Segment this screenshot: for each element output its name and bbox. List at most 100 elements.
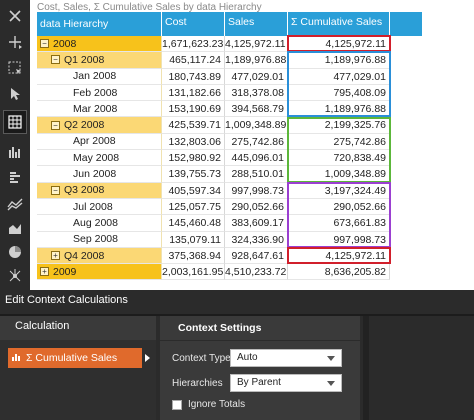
table-row: −2008 1,671,623.23 4,125,972.11 4,125,972.1…	[37, 36, 422, 53]
hierarchy-cell[interactable]: Feb 2008	[37, 84, 162, 102]
calculation-item-cumulative-sales[interactable]: Σ Cumulative Sales	[8, 348, 142, 368]
cumulative-sales-cell[interactable]: 290,052.66	[288, 198, 390, 216]
sales-cell[interactable]: 275,742.86	[225, 133, 288, 151]
expand-icon[interactable]: +	[51, 251, 60, 260]
grid-body: −2008 1,671,623.23 4,125,972.11 4,125,972.1…	[37, 36, 422, 281]
hierarchy-cell[interactable]: − Q3 2008	[37, 182, 162, 199]
hierarchy-cell[interactable]: Jan 2008	[37, 68, 162, 85]
bar-chart-icon[interactable]	[3, 140, 27, 164]
hierarchy-cell[interactable]: Sep 2008	[37, 231, 162, 248]
cost-cell[interactable]: 425,539.71	[162, 117, 225, 134]
table-row: Jun 2008 139,755.73 288,510.01 1,009,348.89	[37, 166, 422, 183]
expand-icon[interactable]: +	[40, 267, 49, 277]
panel-scrollbar[interactable]	[363, 316, 369, 420]
close-icon[interactable]	[3, 4, 27, 28]
cost-cell[interactable]: 1,671,623.23	[162, 36, 225, 53]
cost-cell[interactable]: 152,980.92	[162, 150, 225, 167]
hierarchy-cell[interactable]: +2009	[37, 264, 162, 281]
hierarchy-cell[interactable]: −2008	[37, 36, 162, 53]
sales-cell[interactable]: 445,096.01	[225, 150, 288, 167]
cost-cell[interactable]: 125,057.75	[162, 198, 225, 216]
panel-divider	[0, 314, 474, 316]
sales-cell[interactable]: 4,125,972.11	[225, 36, 288, 53]
cumulative-sales-cell[interactable]: 4,125,972.11	[288, 36, 390, 53]
hierarchy-cell[interactable]: Jun 2008	[37, 166, 162, 183]
collapse-icon[interactable]: −	[51, 185, 60, 195]
context-type-select[interactable]: Auto	[230, 349, 342, 367]
cumulative-sales-cell[interactable]: 673,661.83	[288, 215, 390, 232]
cost-cell[interactable]: 180,743.89	[162, 68, 225, 85]
hierarchy-cell[interactable]: + Q4 2008	[37, 247, 162, 265]
hierarchy-cell[interactable]: − Q2 2008	[37, 117, 162, 134]
sales-cell[interactable]: 290,052.66	[225, 198, 288, 216]
hierarchy-cell[interactable]: Jul 2008	[37, 198, 162, 216]
table-row: Jan 2008 180,743.89 477,029.01 477,029.01	[37, 68, 422, 85]
sales-cell[interactable]: 288,510.01	[225, 166, 288, 183]
sales-cell[interactable]: 394,568.79	[225, 101, 288, 118]
cost-cell[interactable]: 132,803.06	[162, 133, 225, 151]
sales-cell[interactable]: 997,998.73	[225, 182, 288, 199]
sales-cell[interactable]: 318,378.08	[225, 84, 288, 102]
cost-cell[interactable]: 153,190.69	[162, 101, 225, 118]
sales-cell[interactable]: 324,336.90	[225, 231, 288, 248]
stacked-bar-icon[interactable]	[3, 166, 27, 190]
hierarchy-cell[interactable]: − Q1 2008	[37, 52, 162, 69]
collapse-icon[interactable]: −	[51, 55, 60, 65]
hierarchy-cell[interactable]: Apr 2008	[37, 133, 162, 151]
cost-cell[interactable]: 405,597.34	[162, 182, 225, 199]
cumulative-sales-cell[interactable]: 1,009,348.89	[288, 166, 390, 183]
cumulative-sales-cell[interactable]: 4,125,972.11	[288, 247, 390, 265]
ignore-totals-label: Ignore Totals	[188, 399, 246, 410]
hierarchies-select[interactable]: By Parent	[230, 374, 342, 392]
collapse-icon[interactable]: −	[51, 120, 60, 130]
ignore-totals-checkbox[interactable]	[172, 400, 182, 410]
select-region-icon[interactable]	[3, 56, 27, 80]
network-icon[interactable]	[3, 264, 27, 288]
header-cost[interactable]: Cost	[162, 12, 225, 36]
cumulative-sales-cell[interactable]: 795,408.09	[288, 84, 390, 102]
table-row: Jul 2008 125,057.75 290,052.66 290,052.66	[37, 198, 422, 216]
cost-cell[interactable]: 375,368.94	[162, 247, 225, 265]
header-cumulative-sales[interactable]: Σ Cumulative Sales	[288, 12, 390, 36]
cost-cell[interactable]: 145,460.48	[162, 215, 225, 232]
table-row: Feb 2008 131,182.66 318,378.08 795,408.09	[37, 84, 422, 102]
header-hierarchy[interactable]: data Hierarchy	[37, 12, 162, 36]
bar-chart-icon	[12, 352, 22, 365]
sales-cell[interactable]: 383,609.17	[225, 215, 288, 232]
hierarchy-cell[interactable]: Mar 2008	[37, 101, 162, 118]
hierarchy-cell[interactable]: Aug 2008	[37, 215, 162, 232]
cumulative-sales-cell[interactable]: 997,998.73	[288, 231, 390, 248]
grid-header-row: data Hierarchy Cost Sales Σ Cumulative S…	[37, 12, 422, 36]
cumulative-sales-cell[interactable]: 1,189,976.88	[288, 52, 390, 69]
cost-cell[interactable]: 139,755.73	[162, 166, 225, 183]
sales-cell[interactable]: 928,647.61	[225, 247, 288, 265]
cost-cell[interactable]: 135,079.11	[162, 231, 225, 248]
cumulative-sales-cell[interactable]: 720,838.49	[288, 150, 390, 167]
collapse-icon[interactable]: −	[40, 39, 49, 49]
expand-arrow-icon[interactable]	[145, 354, 150, 362]
sales-cell[interactable]: 4,510,233.72	[225, 264, 288, 281]
cost-cell[interactable]: 2,003,161.95	[162, 264, 225, 281]
area-chart-icon[interactable]	[3, 216, 27, 240]
cumulative-sales-cell[interactable]: 1,189,976.88	[288, 101, 390, 118]
sales-cell[interactable]: 1,009,348.89	[225, 117, 288, 134]
cost-cell[interactable]: 131,182.66	[162, 84, 225, 102]
hierarchy-label: Feb 2008	[73, 86, 118, 99]
sales-cell[interactable]: 1,189,976.88	[225, 52, 288, 69]
cumulative-sales-cell[interactable]: 477,029.01	[288, 68, 390, 85]
pointer-icon[interactable]	[3, 82, 27, 106]
cumulative-sales-cell[interactable]: 275,742.86	[288, 133, 390, 151]
move-icon[interactable]	[3, 30, 27, 54]
header-sales[interactable]: Sales	[225, 12, 288, 36]
cumulative-sales-cell[interactable]: 3,197,324.49	[288, 182, 390, 199]
cost-cell[interactable]: 465,117.24	[162, 52, 225, 69]
pie-chart-icon[interactable]	[3, 240, 27, 264]
cumulative-sales-cell[interactable]: 8,636,205.82	[288, 264, 390, 281]
line-chart-icon[interactable]	[3, 192, 27, 216]
table-icon[interactable]	[3, 110, 27, 134]
hierarchies-label: Hierarchies	[172, 378, 223, 389]
sales-cell[interactable]: 477,029.01	[225, 68, 288, 85]
hierarchy-label: Aug 2008	[73, 216, 118, 229]
hierarchy-cell[interactable]: May 2008	[37, 150, 162, 167]
cumulative-sales-cell[interactable]: 2,199,325.76	[288, 117, 390, 134]
